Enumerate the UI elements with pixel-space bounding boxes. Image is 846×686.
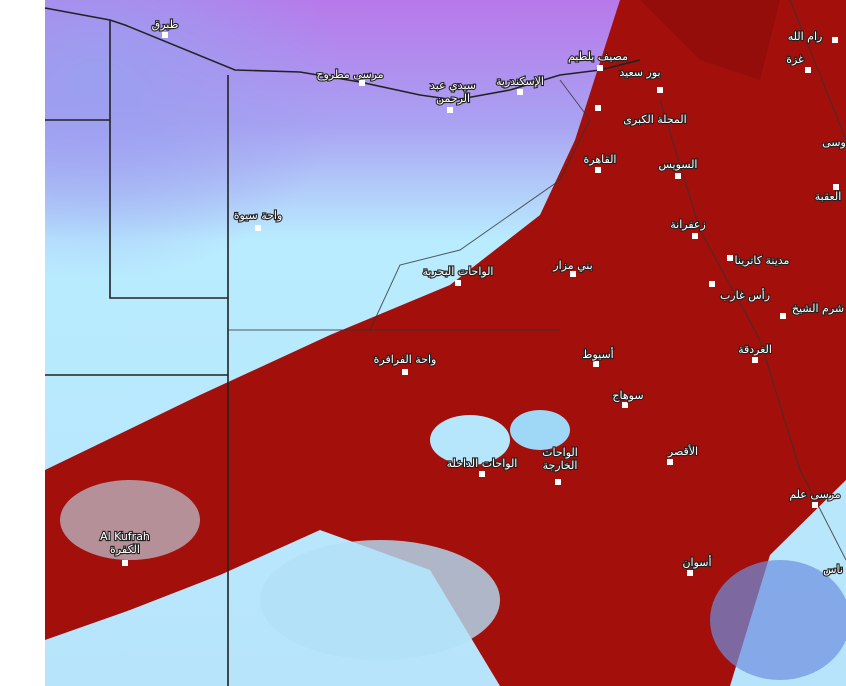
place-marker <box>692 233 698 239</box>
place-marker <box>162 32 168 38</box>
place-label: الخارجة <box>543 459 578 472</box>
place-marker <box>122 560 128 566</box>
border <box>789 0 846 141</box>
place-label: وسى <box>822 136 846 149</box>
place-label: الواحات البحرية <box>422 265 493 278</box>
cold-patch <box>710 560 846 680</box>
place-label: ناس <box>823 563 843 576</box>
place-marker <box>687 570 693 576</box>
place-label: زعفرانة <box>670 218 706 231</box>
place-marker <box>593 361 599 367</box>
place-marker <box>657 87 663 93</box>
place-marker <box>359 80 365 86</box>
place-label: الكفرة <box>110 543 140 556</box>
place-marker <box>752 357 758 363</box>
place-marker <box>832 37 838 43</box>
place-label: غزة <box>786 53 804 66</box>
place-marker <box>709 281 715 287</box>
place-label: رأس غارب <box>720 288 770 302</box>
place-marker <box>780 313 786 319</box>
place-marker <box>595 105 601 111</box>
place-marker <box>402 369 408 375</box>
place-label: مدينة كاترينا <box>735 254 790 267</box>
place-marker <box>517 89 523 95</box>
dark-patch <box>640 0 780 80</box>
place-label: المحلة الكبرى <box>623 113 686 126</box>
place-marker <box>667 459 673 465</box>
place-label: أسوان <box>682 555 711 569</box>
place-label: مصيف بلطيم <box>568 50 628 63</box>
place-label: واحة سيوة <box>234 209 283 222</box>
place-marker <box>727 255 733 261</box>
place-marker <box>833 184 839 190</box>
place-marker <box>479 471 485 477</box>
place-label: مرسى مطروح <box>316 68 383 81</box>
place-label: الرحمن <box>436 92 470 105</box>
place-label: بور سعيد <box>619 66 660 79</box>
place-marker <box>570 271 576 277</box>
place-marker <box>455 280 461 286</box>
place-label: الغردقة <box>738 343 772 356</box>
place-marker <box>447 107 453 113</box>
place-label: الواحات <box>542 446 578 459</box>
place-marker <box>675 173 681 179</box>
place-marker <box>805 67 811 73</box>
place-label: مرسى علم <box>789 488 840 501</box>
place-marker <box>555 479 561 485</box>
coast-line <box>659 99 846 561</box>
place-marker <box>812 502 818 508</box>
place-label: العقبة <box>815 190 842 203</box>
place-marker <box>597 65 603 71</box>
place-label: شرم الشيخ <box>792 302 844 315</box>
clear-patch <box>260 540 500 660</box>
place-label: رام الله <box>788 30 823 43</box>
place-label: سوهاج <box>612 389 643 402</box>
province-line <box>369 79 591 331</box>
warm-land-region <box>45 0 846 686</box>
clear-patch <box>510 410 570 450</box>
place-marker <box>595 167 601 173</box>
place-label: القاهرة <box>584 153 617 166</box>
place-marker <box>622 402 628 408</box>
clear-patch <box>430 415 510 465</box>
place-label: الإسكندرية <box>496 75 544 88</box>
place-label: الواحات الداخلة <box>447 457 518 470</box>
place-label: طبرق <box>152 18 179 31</box>
place-label: سيدي عبد <box>430 79 476 92</box>
place-marker <box>255 225 261 231</box>
place-label: واحة الفرافرة <box>374 353 437 366</box>
place-label: Al Kufrah <box>100 530 150 543</box>
place-label: بني مزار <box>552 259 592 272</box>
place-label: السويس <box>659 158 698 171</box>
coastline <box>44 7 641 101</box>
place-label: أسيوط <box>582 347 613 361</box>
place-label: الأقصر <box>667 444 698 458</box>
clear-patch <box>60 480 200 560</box>
border <box>109 20 228 299</box>
